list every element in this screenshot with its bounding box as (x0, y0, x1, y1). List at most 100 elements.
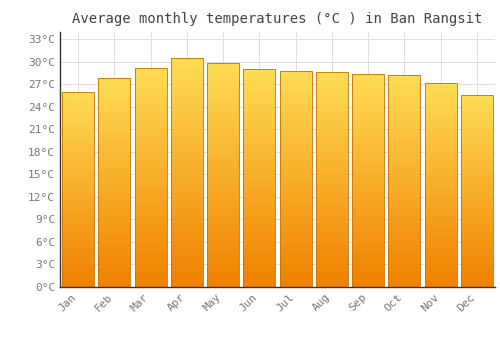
Bar (244, 97, 276, 100)
Bar (316, 141, 348, 143)
Bar (280, 272, 312, 274)
Bar (316, 154, 348, 156)
Bar (98, 153, 130, 155)
Bar (134, 68, 166, 287)
Bar (424, 166, 456, 168)
Bar (388, 120, 420, 122)
Bar (388, 181, 420, 183)
Bar (388, 217, 420, 219)
Bar (316, 74, 348, 76)
Bar (316, 128, 348, 130)
Bar (62, 250, 94, 252)
Bar (171, 124, 203, 127)
Bar (134, 274, 166, 276)
Bar (424, 273, 456, 275)
Bar (62, 113, 94, 115)
Bar (171, 129, 203, 131)
Bar (244, 167, 276, 169)
Bar (424, 146, 456, 148)
Bar (244, 246, 276, 248)
Bar (134, 177, 166, 180)
Bar (98, 274, 130, 277)
Bar (171, 239, 203, 241)
Bar (62, 228, 94, 230)
Bar (461, 254, 493, 256)
Bar (62, 107, 94, 109)
Bar (352, 89, 384, 91)
Bar (280, 75, 312, 77)
Bar (424, 205, 456, 207)
Bar (98, 220, 130, 222)
Bar (461, 168, 493, 170)
Bar (388, 124, 420, 126)
Bar (98, 122, 130, 124)
Bar (171, 67, 203, 69)
Bar (352, 240, 384, 242)
Bar (98, 229, 130, 231)
Bar (171, 197, 203, 200)
Bar (134, 168, 166, 171)
Bar (461, 258, 493, 260)
Bar (62, 197, 94, 199)
Bar (171, 223, 203, 225)
Bar (98, 279, 130, 281)
Bar (62, 271, 94, 273)
Bar (134, 261, 166, 263)
Bar (207, 119, 239, 121)
Bar (98, 107, 130, 110)
Bar (134, 204, 166, 206)
Bar (244, 169, 276, 172)
Bar (244, 159, 276, 161)
Bar (62, 172, 94, 174)
Bar (388, 153, 420, 156)
Bar (207, 164, 239, 166)
Bar (171, 76, 203, 78)
Bar (62, 176, 94, 177)
Bar (316, 248, 348, 251)
Bar (316, 186, 348, 188)
Bar (280, 112, 312, 114)
Bar (316, 193, 348, 195)
Bar (62, 92, 94, 287)
Bar (244, 115, 276, 117)
Bar (207, 141, 239, 144)
Bar (388, 232, 420, 234)
Bar (316, 184, 348, 186)
Bar (134, 127, 166, 129)
Bar (316, 210, 348, 212)
Bar (461, 250, 493, 252)
Bar (461, 216, 493, 218)
Bar (134, 114, 166, 116)
Bar (461, 233, 493, 235)
Bar (244, 237, 276, 239)
Bar (171, 101, 203, 104)
Bar (424, 85, 456, 87)
Bar (207, 144, 239, 146)
Bar (62, 92, 94, 93)
Bar (352, 84, 384, 86)
Bar (316, 180, 348, 182)
Bar (388, 247, 420, 249)
Bar (280, 153, 312, 155)
Bar (244, 174, 276, 176)
Bar (134, 116, 166, 118)
Bar (171, 163, 203, 166)
Bar (62, 187, 94, 189)
Bar (461, 121, 493, 124)
Bar (207, 213, 239, 215)
Bar (134, 149, 166, 151)
Bar (134, 138, 166, 140)
Bar (244, 147, 276, 150)
Bar (352, 133, 384, 135)
Bar (352, 189, 384, 191)
Bar (316, 78, 348, 81)
Bar (352, 178, 384, 180)
Bar (424, 265, 456, 267)
Bar (461, 283, 493, 285)
Bar (62, 154, 94, 156)
Bar (461, 245, 493, 247)
Bar (244, 154, 276, 156)
Bar (207, 81, 239, 83)
Bar (134, 140, 166, 142)
Bar (62, 97, 94, 99)
